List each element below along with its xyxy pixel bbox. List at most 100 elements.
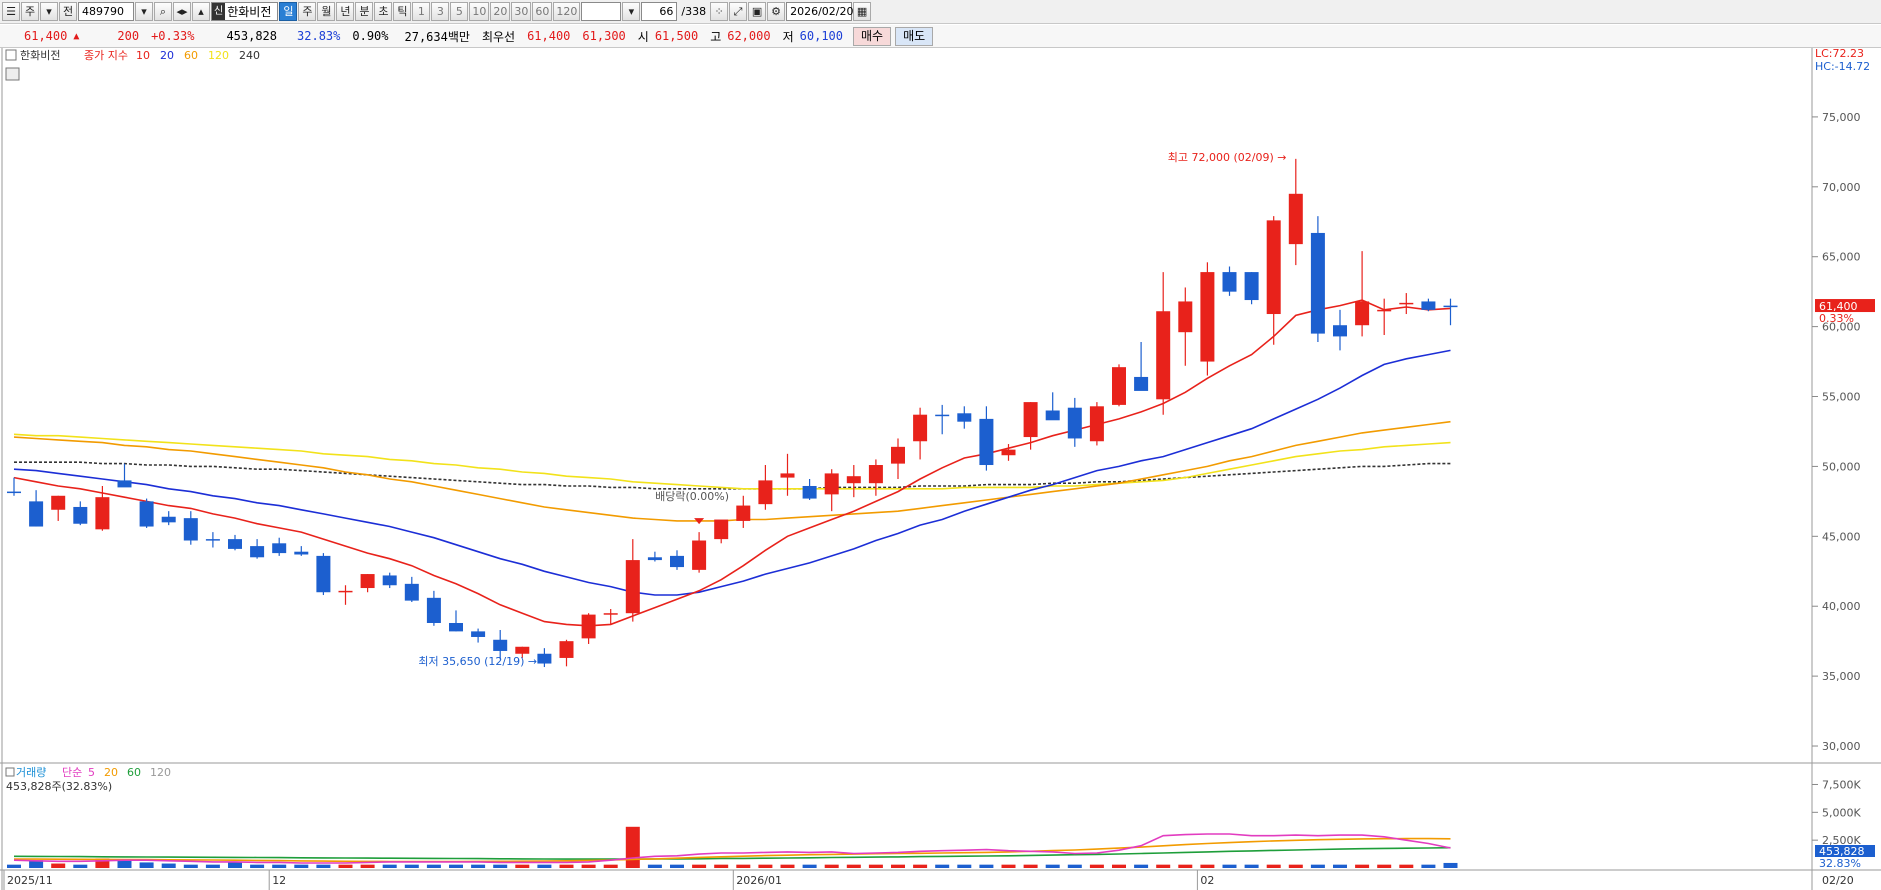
candle-body <box>95 497 110 530</box>
custom-interval-input[interactable] <box>581 2 622 21</box>
interval-20[interactable]: 20 <box>490 2 511 21</box>
volume-bar <box>161 863 176 868</box>
code-dropdown-icon[interactable]: ▾ <box>135 2 153 21</box>
interval-3[interactable]: 3 <box>431 2 450 21</box>
volume-bar <box>316 864 331 868</box>
crosshair-icon[interactable]: ⤢ <box>729 2 748 21</box>
candle-body <box>670 555 684 568</box>
candle-body <box>1288 193 1303 245</box>
best-ask: 61,400 <box>527 29 571 43</box>
sell-button[interactable]: 매도 <box>895 26 934 46</box>
low-price: 60,100 <box>799 29 843 43</box>
volume-bar <box>537 864 552 868</box>
candle-body <box>935 414 950 417</box>
volume-bar <box>272 864 287 868</box>
market-dropdown-icon[interactable]: ▾ <box>40 2 58 21</box>
interval-1[interactable]: 1 <box>412 2 431 21</box>
candle-body <box>1134 376 1149 391</box>
ma60-line <box>13 420 1451 522</box>
prev-stock-icon[interactable]: ▴ <box>192 2 210 21</box>
candle-body <box>29 501 44 527</box>
stock-name-field[interactable]: 신 한화비전 <box>211 2 279 21</box>
volume-legend-period: 5 <box>88 766 95 779</box>
calendar-icon[interactable]: ▦ <box>853 2 872 21</box>
current-price: 61,400 <box>24 29 68 43</box>
candle-body <box>868 465 883 484</box>
dividend-arrow-icon <box>694 518 705 525</box>
volume-bar <box>360 864 375 868</box>
legend-box-icon[interactable] <box>5 49 17 61</box>
volume-bar <box>205 864 220 868</box>
interval-5[interactable]: 5 <box>450 2 469 21</box>
candle-body <box>957 413 972 422</box>
save-icon[interactable]: ▣ <box>748 2 767 21</box>
candle-body <box>1443 305 1458 308</box>
candle-body <box>692 540 707 570</box>
interval-120[interactable]: 120 <box>553 2 581 21</box>
volume-bar <box>913 864 928 868</box>
volume-bar <box>1200 864 1215 868</box>
volume-bar <box>891 864 905 868</box>
volume-legend-label: 거래량 <box>16 766 46 779</box>
price-change-pct: +0.33% <box>151 29 195 43</box>
timeframe-yearly[interactable]: 년 <box>336 2 355 21</box>
volume-bar <box>868 864 883 868</box>
count-input[interactable]: 66 <box>641 2 678 21</box>
menu-icon[interactable]: ☰ <box>2 2 20 21</box>
date-input[interactable]: 2026/02/20 <box>786 2 853 21</box>
candle-body <box>338 590 353 593</box>
timeframe-weekly[interactable]: 주 <box>298 2 317 21</box>
volume-bar <box>1134 864 1149 868</box>
candle-body <box>758 480 773 505</box>
table-icon[interactable] <box>5 67 20 81</box>
timeframe-tick[interactable]: 틱 <box>393 2 412 21</box>
volume-bar <box>1045 864 1060 868</box>
candle-body <box>581 614 596 639</box>
timeframe-minute[interactable]: 분 <box>355 2 374 21</box>
volume-bar <box>625 826 640 868</box>
volume-bar <box>471 864 486 868</box>
price-volume-chart[interactable]: 75,000 70,000 65,000 60,000 55,000 50,000 45,0… <box>0 47 1881 890</box>
interval-dropdown-icon[interactable]: ▾ <box>622 2 641 21</box>
interval-10[interactable]: 10 <box>469 2 490 21</box>
volume-bar <box>1333 864 1347 868</box>
volume-ma20-line <box>14 837 1451 863</box>
candle-body <box>1310 232 1325 334</box>
candle-body <box>316 555 331 593</box>
grid-icon[interactable]: ⁘ <box>710 2 729 21</box>
candle-body <box>161 516 176 523</box>
period-toggle[interactable]: 전 <box>59 2 77 21</box>
volume-legend-box-icon[interactable] <box>5 767 15 777</box>
timeframe-daily[interactable]: 일 <box>279 2 298 21</box>
speaker-icon[interactable]: ◂▸ <box>173 2 191 21</box>
candle-body <box>139 501 154 527</box>
candle-body <box>471 631 486 637</box>
volume-bar <box>1288 864 1303 868</box>
market-selector[interactable]: 주 <box>21 2 39 21</box>
search-icon[interactable]: ⌕ <box>154 2 172 21</box>
volume-legend-period: 120 <box>150 766 171 779</box>
chart-area[interactable]: 75,000 70,000 65,000 60,000 55,000 50,000 45,0… <box>0 47 1881 890</box>
price-axis-label: 30,000 <box>1822 740 1861 753</box>
timeframe-second[interactable]: 초 <box>374 2 393 21</box>
interval-30[interactable]: 30 <box>511 2 532 21</box>
volume-bar <box>95 858 110 868</box>
volume-bar <box>1067 864 1082 868</box>
candle-body <box>1067 407 1082 439</box>
candle-body <box>117 480 132 488</box>
ma120-line <box>13 433 1451 490</box>
volume-bar <box>1001 864 1016 868</box>
volume-bar <box>647 864 662 868</box>
stock-code-input[interactable]: 489790 <box>78 2 134 21</box>
volume-bar <box>935 864 950 868</box>
lc-label: LC:72.23 <box>1815 48 1864 60</box>
hc-label: HC:-14.72 <box>1815 60 1870 73</box>
candle-body <box>979 418 994 466</box>
buy-button[interactable]: 매수 <box>853 26 892 46</box>
gear-icon[interactable]: ⚙ <box>767 2 786 21</box>
timeframe-monthly[interactable]: 월 <box>317 2 336 21</box>
candle-body <box>205 539 220 541</box>
interval-60[interactable]: 60 <box>532 2 553 21</box>
candle-body <box>272 543 287 554</box>
candle-body <box>625 560 640 614</box>
